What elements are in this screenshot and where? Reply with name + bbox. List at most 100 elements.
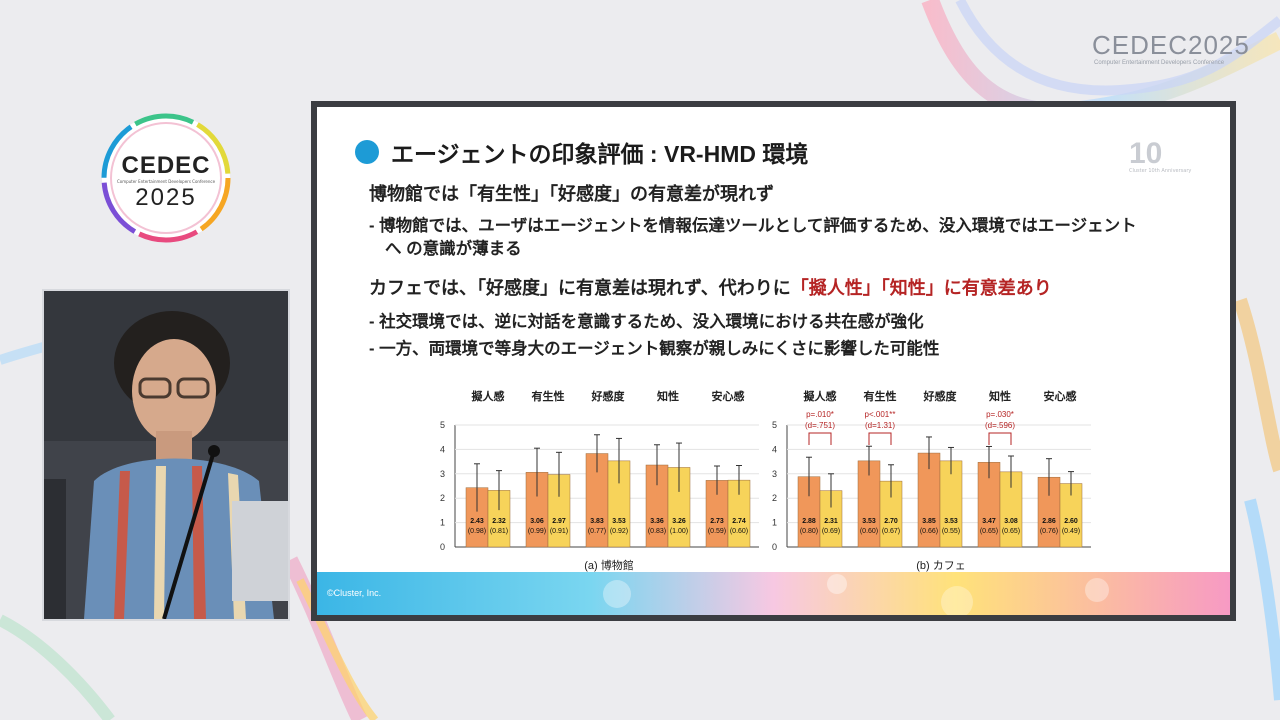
section2-heading-prefix: カフェでは、「好感度」に有意差は現れず、代わりに bbox=[369, 278, 791, 298]
y-tick-label: 2 bbox=[772, 493, 777, 503]
presentation-slide: エージェントの印象評価 : VR-HMD 環境 10 Cluster 10th … bbox=[311, 101, 1236, 621]
sd-label: (0.65) bbox=[1002, 528, 1020, 535]
category-label: 有生性 bbox=[532, 389, 565, 403]
y-tick-label: 5 bbox=[440, 420, 445, 430]
value-label: 3.47 bbox=[982, 518, 996, 525]
significance-bracket bbox=[868, 432, 892, 445]
value-label: 3.53 bbox=[862, 518, 876, 525]
sd-label: (0.98) bbox=[468, 528, 486, 535]
sd-label: (0.92) bbox=[610, 528, 628, 535]
sd-label: (0.80) bbox=[800, 528, 818, 535]
sd-label: (1.00) bbox=[670, 528, 688, 535]
value-label: 3.53 bbox=[612, 518, 626, 525]
value-label: 3.36 bbox=[650, 518, 664, 525]
sd-label: (0.49) bbox=[1062, 528, 1080, 535]
cedec-badge-logo: CEDEC Computer Entertainment Developers … bbox=[96, 108, 236, 248]
value-label: 3.08 bbox=[1004, 518, 1018, 525]
significance-bracket bbox=[988, 432, 1012, 445]
category-label: 有生性 bbox=[864, 389, 897, 403]
title-bullet-icon bbox=[355, 140, 379, 164]
category-label: 安心感 bbox=[1044, 389, 1077, 403]
p-value-label: p<.001** bbox=[865, 410, 896, 419]
sd-label: (0.60) bbox=[730, 528, 748, 535]
sd-label: (0.69) bbox=[822, 528, 840, 535]
value-label: 3.85 bbox=[922, 518, 936, 525]
value-label: 2.97 bbox=[552, 518, 566, 525]
value-label: 2.73 bbox=[710, 518, 724, 525]
category-label: 知性 bbox=[988, 389, 1011, 403]
value-label: 3.53 bbox=[944, 518, 958, 525]
category-label: 擬人感 bbox=[804, 389, 837, 403]
p-value-label: p=.010* bbox=[806, 410, 834, 419]
section1-bullet-1-cont: へ の意識が薄まる bbox=[385, 240, 522, 258]
sd-label: (0.59) bbox=[708, 528, 726, 535]
y-tick-label: 3 bbox=[772, 469, 777, 479]
value-label: 3.83 bbox=[590, 518, 604, 525]
y-tick-label: 4 bbox=[772, 444, 777, 454]
sd-label: (0.83) bbox=[648, 528, 666, 535]
sd-label: (0.91) bbox=[550, 528, 568, 535]
chart-title: (a) 博物館 bbox=[584, 558, 634, 572]
sd-label: (0.55) bbox=[942, 528, 960, 535]
value-label: 2.43 bbox=[470, 518, 484, 525]
sd-label: (0.60) bbox=[860, 528, 878, 535]
value-label: 2.60 bbox=[1064, 518, 1078, 525]
value-label: 2.86 bbox=[1042, 518, 1056, 525]
y-tick-label: 0 bbox=[440, 542, 445, 552]
section2-heading: カフェでは、「好感度」に有意差は現れず、代わりに「擬人性」「知性」に有意差あり bbox=[369, 274, 1052, 300]
y-tick-label: 1 bbox=[440, 518, 445, 528]
y-tick-label: 2 bbox=[440, 493, 445, 503]
section1-heading: 博物館では「有生性」「好感度」の有意差が現れず bbox=[369, 184, 774, 204]
cedec-top-title: CEDEC2025 bbox=[1092, 30, 1250, 60]
section1-bullet-1: - 博物館では、ユーザはエージェントを情報伝達ツールとして評価するため、没入環境… bbox=[369, 217, 1137, 235]
y-tick-label: 3 bbox=[440, 469, 445, 479]
badge-title: CEDEC bbox=[121, 152, 211, 179]
y-tick-label: 4 bbox=[440, 444, 445, 454]
footer-copyright: ©Cluster, Inc. bbox=[327, 588, 382, 598]
effect-size-label: (d=.596) bbox=[985, 421, 1015, 430]
value-label: 2.31 bbox=[824, 518, 838, 525]
sd-label: (0.66) bbox=[920, 528, 938, 535]
badge-year: 2025 bbox=[135, 184, 197, 211]
bar-charts: 0 1 2 3 4 5 擬人感 2.43 (0.98) 2.32 (0.81) 有生性 3.06 (0.9… bbox=[440, 389, 1091, 572]
slide-footer-band: ©Cluster, Inc. bbox=[317, 572, 1230, 615]
value-label: 2.70 bbox=[884, 518, 898, 525]
cedec-top-logo: CEDEC2025 Computer Entertainment Develop… bbox=[1092, 30, 1249, 72]
value-label: 2.88 bbox=[802, 518, 816, 525]
category-label: 知性 bbox=[656, 389, 679, 403]
section2-bullet-1: - 社交環境では、逆に対話を意識するため、没入環境における共在感が強化 bbox=[369, 313, 924, 331]
section2-heading-highlight: 「擬人性」「知性」に有意差あり bbox=[790, 278, 1052, 298]
p-value-label: p=.030* bbox=[986, 410, 1014, 419]
footer-decoration bbox=[317, 572, 1230, 615]
slide-title-row: エージェントの印象評価 : VR-HMD 環境 bbox=[355, 137, 808, 167]
y-tick-label: 5 bbox=[772, 420, 777, 430]
effect-size-label: (d=.751) bbox=[805, 421, 835, 430]
y-tick-label: 0 bbox=[772, 542, 777, 552]
category-label: 安心感 bbox=[712, 389, 745, 403]
sd-label: (0.99) bbox=[528, 528, 546, 535]
sd-label: (0.65) bbox=[980, 528, 998, 535]
sd-label: (0.76) bbox=[1040, 528, 1058, 535]
value-label: 3.26 bbox=[672, 518, 686, 525]
badge-ring-icon bbox=[101, 113, 231, 243]
category-label: 好感度 bbox=[591, 389, 626, 403]
anniversary-number: 10 bbox=[1129, 137, 1163, 170]
badge-subtitle: Computer Entertainment Developers Confer… bbox=[116, 179, 216, 184]
value-label: 3.06 bbox=[530, 518, 544, 525]
category-label: 擬人感 bbox=[472, 389, 505, 403]
anniversary-subtitle: Cluster 10th Anniversary bbox=[1129, 168, 1192, 174]
y-tick-label: 1 bbox=[772, 518, 777, 528]
value-label: 2.74 bbox=[732, 518, 746, 525]
section2-bullet-2: - 一方、両環境で等身大のエージェント観察が親しみにくさに影響した可能性 bbox=[369, 340, 940, 358]
slide-title: エージェントの印象評価 : VR-HMD 環境 bbox=[391, 141, 809, 167]
significance-bracket bbox=[808, 432, 832, 445]
effect-size-label: (d=1.31) bbox=[865, 421, 895, 430]
value-label: 2.32 bbox=[492, 518, 506, 525]
speaker-video-image bbox=[44, 291, 288, 619]
sd-label: (0.67) bbox=[882, 528, 900, 535]
chart-title: (b) カフェ bbox=[916, 559, 966, 572]
cedec-top-subtitle: Computer Entertainment Developers Confer… bbox=[1094, 60, 1225, 66]
speaker-camera-feed bbox=[42, 289, 290, 621]
sd-label: (0.77) bbox=[588, 528, 606, 535]
category-label: 好感度 bbox=[923, 389, 958, 403]
